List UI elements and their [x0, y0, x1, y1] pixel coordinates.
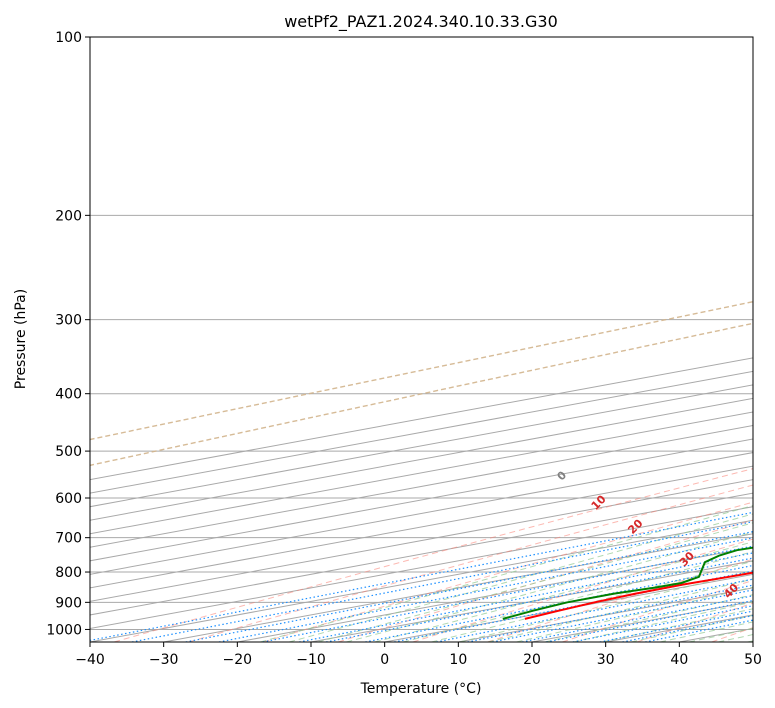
mixing-ratio-line	[521, 595, 753, 642]
dry-adiabat-line	[188, 484, 753, 642]
edge-curve	[90, 322, 753, 467]
y-tick-label: 400	[55, 387, 82, 403]
y-tick-label: 500	[55, 444, 82, 460]
x-tick-label: −40	[75, 652, 105, 668]
mixing-ratio-line	[546, 599, 753, 642]
dry-adiabat-line	[263, 501, 753, 642]
isotherm-line	[90, 465, 753, 589]
chart-title: wetPf2_PAZ1.2024.340.10.33.G30	[284, 12, 558, 32]
isotherm-line	[90, 479, 753, 602]
x-tick-label: 40	[670, 652, 688, 668]
isotherm-line	[90, 424, 753, 548]
isotherm-line	[90, 438, 753, 562]
x-tick-label: 50	[744, 652, 762, 668]
y-axis: 100 200 300 400 500 600 700 800 900 1000	[46, 30, 90, 638]
mixing-ratio-line	[492, 589, 753, 642]
background-grid	[90, 37, 753, 642]
moist-adiabat-line	[346, 531, 753, 642]
y-tick-label: 800	[55, 565, 82, 581]
x-tick-label: −30	[149, 652, 179, 668]
x-tick-label: 0	[380, 652, 389, 668]
profile-series	[502, 546, 753, 620]
y-tick-label: 600	[55, 491, 82, 507]
y-tick-label: 900	[55, 595, 82, 611]
x-tick-label: 30	[597, 652, 615, 668]
isotherm-line	[90, 519, 753, 642]
y-axis-label: Pressure (hPa)	[13, 289, 29, 389]
mixing-ratio-line	[467, 584, 753, 642]
mixing-ratio-line	[185, 531, 753, 642]
isotherm-line	[90, 506, 753, 629]
x-tick-label: 20	[523, 652, 541, 668]
edge-curve	[90, 301, 753, 441]
x-axis: −40 −30 −20 −10 0 10 20 30 40 50	[75, 642, 762, 668]
dry-adiabat-line	[338, 519, 753, 642]
isotherm-line	[90, 492, 753, 616]
mixing-ratio-line	[218, 537, 753, 642]
moist-adiabat-line	[317, 522, 753, 642]
dewpoint-profile-line	[502, 546, 753, 620]
moist-adiabat-line	[487, 578, 753, 642]
isotherm-line	[90, 452, 753, 575]
x-tick-label: −10	[296, 652, 326, 668]
plot-frame	[89, 36, 754, 643]
isotherm-line	[163, 533, 753, 642]
y-tick-label: 1000	[46, 622, 82, 638]
moist-adiabat-line	[402, 551, 753, 642]
x-tick-label: 10	[449, 652, 467, 668]
y-tick-label: 300	[55, 313, 82, 329]
y-tick-label: 200	[55, 208, 82, 224]
y-tick-label: 100	[55, 30, 82, 46]
mixing-ratio-line	[131, 521, 753, 642]
x-axis-label: Temperature (°C)	[360, 681, 482, 697]
y-tick-label: 700	[55, 531, 82, 547]
x-tick-label: −20	[223, 652, 253, 668]
